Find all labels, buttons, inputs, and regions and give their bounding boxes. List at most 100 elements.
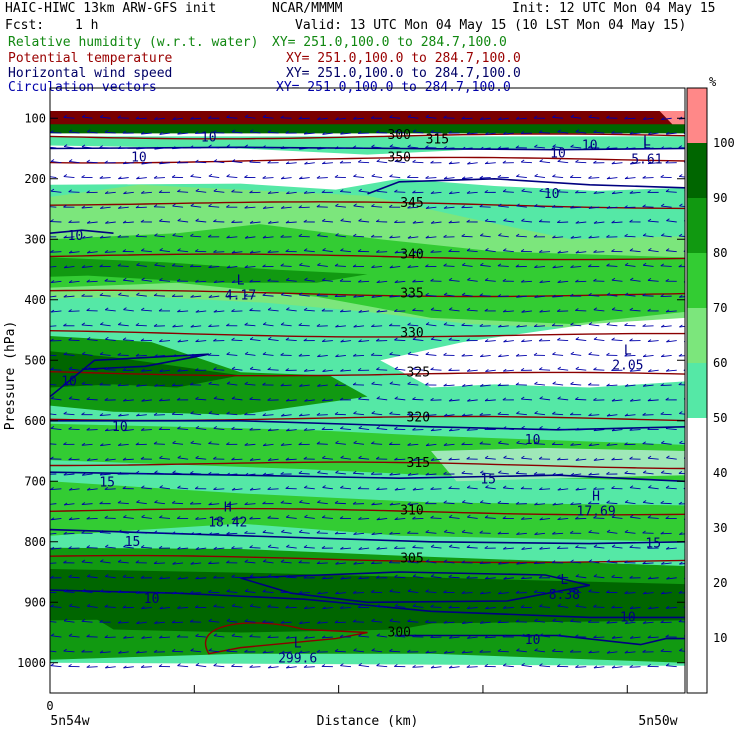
circulation-vector [588,591,600,594]
circulation-vector [389,116,401,119]
circulation-vector [484,277,489,281]
circulation-vector [593,336,598,340]
circulation-vector [208,203,212,207]
circulation-vector [425,264,429,268]
circulation-vector [394,633,398,637]
circulation-vector [208,325,220,328]
colorbar-tick-label: 90 [713,191,727,205]
circulation-vector [335,470,339,474]
circulation-vector [141,516,152,519]
circulation-vector [498,324,502,328]
circulation-vector [208,561,212,564]
circulation-vector [467,277,471,281]
circulation-vector [593,604,597,608]
circulation-vector [316,293,321,296]
circulation-vector [141,309,152,312]
circulation-vector [190,532,202,535]
circulation-vector [533,589,538,593]
circulation-vector [593,278,597,282]
circulation-vector [679,324,683,328]
circulation-vector [407,236,419,239]
circulation-vector [317,354,321,358]
circulation-vector [479,561,484,564]
circulation-vector [629,514,634,518]
circulation-vector [100,353,111,356]
circulation-vector [69,605,80,608]
circulation-vector [660,650,672,653]
circulation-vector [407,649,411,653]
circulation-vector [249,427,253,431]
circulation-vector [249,664,253,668]
wind-contour [367,177,685,195]
circulation-vector [575,576,587,579]
circulation-vector [666,310,677,313]
circulation-vector [153,323,158,327]
circulation-vector [303,248,308,252]
circulation-vector [226,381,231,385]
circulation-vector [394,605,406,608]
circulation-vector [135,116,140,120]
circulation-vector [208,441,212,444]
circulation-vector [552,532,564,535]
circulation-vector [340,457,352,460]
circulation-vector [443,322,448,326]
circulation-vector [46,411,49,413]
circulation-vector [552,650,564,653]
circulation-vector [539,547,551,550]
circulation-vector [190,648,194,652]
circulation-vector [135,322,140,326]
circulation-vector [625,621,636,624]
circulation-vector [63,411,67,415]
circulation-vector [317,502,328,505]
circulation-vector [647,277,652,281]
circulation-vector [556,309,561,312]
circulation-vector [226,144,231,147]
circulation-vector [81,351,86,355]
circulation-vector [105,544,109,548]
circulation-vector [443,443,448,446]
circulation-vector [461,499,466,503]
circulation-vector [321,339,326,342]
circulation-vector [352,470,357,474]
circulation-vector [353,205,365,208]
circulation-vector [249,516,253,520]
circulation-vector [335,650,346,653]
circulation-vector [557,251,569,254]
circulation-vector [533,561,538,564]
circulation-vector [195,455,199,459]
circulation-vector [552,383,564,386]
circulation-vector [515,592,527,594]
circulation-vector [172,203,176,207]
circulation-vector [449,309,460,312]
colorbar-tick-label: 50 [713,411,727,425]
circulation-vector [448,576,460,579]
circulation-vector [593,221,605,224]
circulation-vector [136,146,140,150]
circulation-vector [521,516,525,520]
circulation-vector [303,456,308,460]
circulation-vector [81,114,86,118]
circulation-vector [244,649,248,653]
circulation-vector [552,648,556,652]
circulation-vector [497,383,502,386]
circulation-vector [195,662,200,666]
circulation-vector [63,531,67,535]
circulation-vector [281,206,292,209]
circulation-vector [588,292,592,296]
circulation-vector [303,546,315,549]
circulation-vector [304,191,315,194]
circulation-vector [123,279,134,282]
circulation-vector [394,487,399,491]
circulation-vector [371,265,375,268]
circulation-vector [466,309,478,312]
circulation-vector [358,516,362,520]
circulation-vector [430,367,434,370]
circulation-vector [552,294,556,298]
circulation-vector [611,665,616,669]
plot-frame [49,87,686,694]
circulation-vector [665,309,670,313]
circulation-vector [50,396,55,399]
circulation-vector [322,132,326,135]
circulation-vector [244,502,248,505]
circulation-vector [665,663,670,667]
